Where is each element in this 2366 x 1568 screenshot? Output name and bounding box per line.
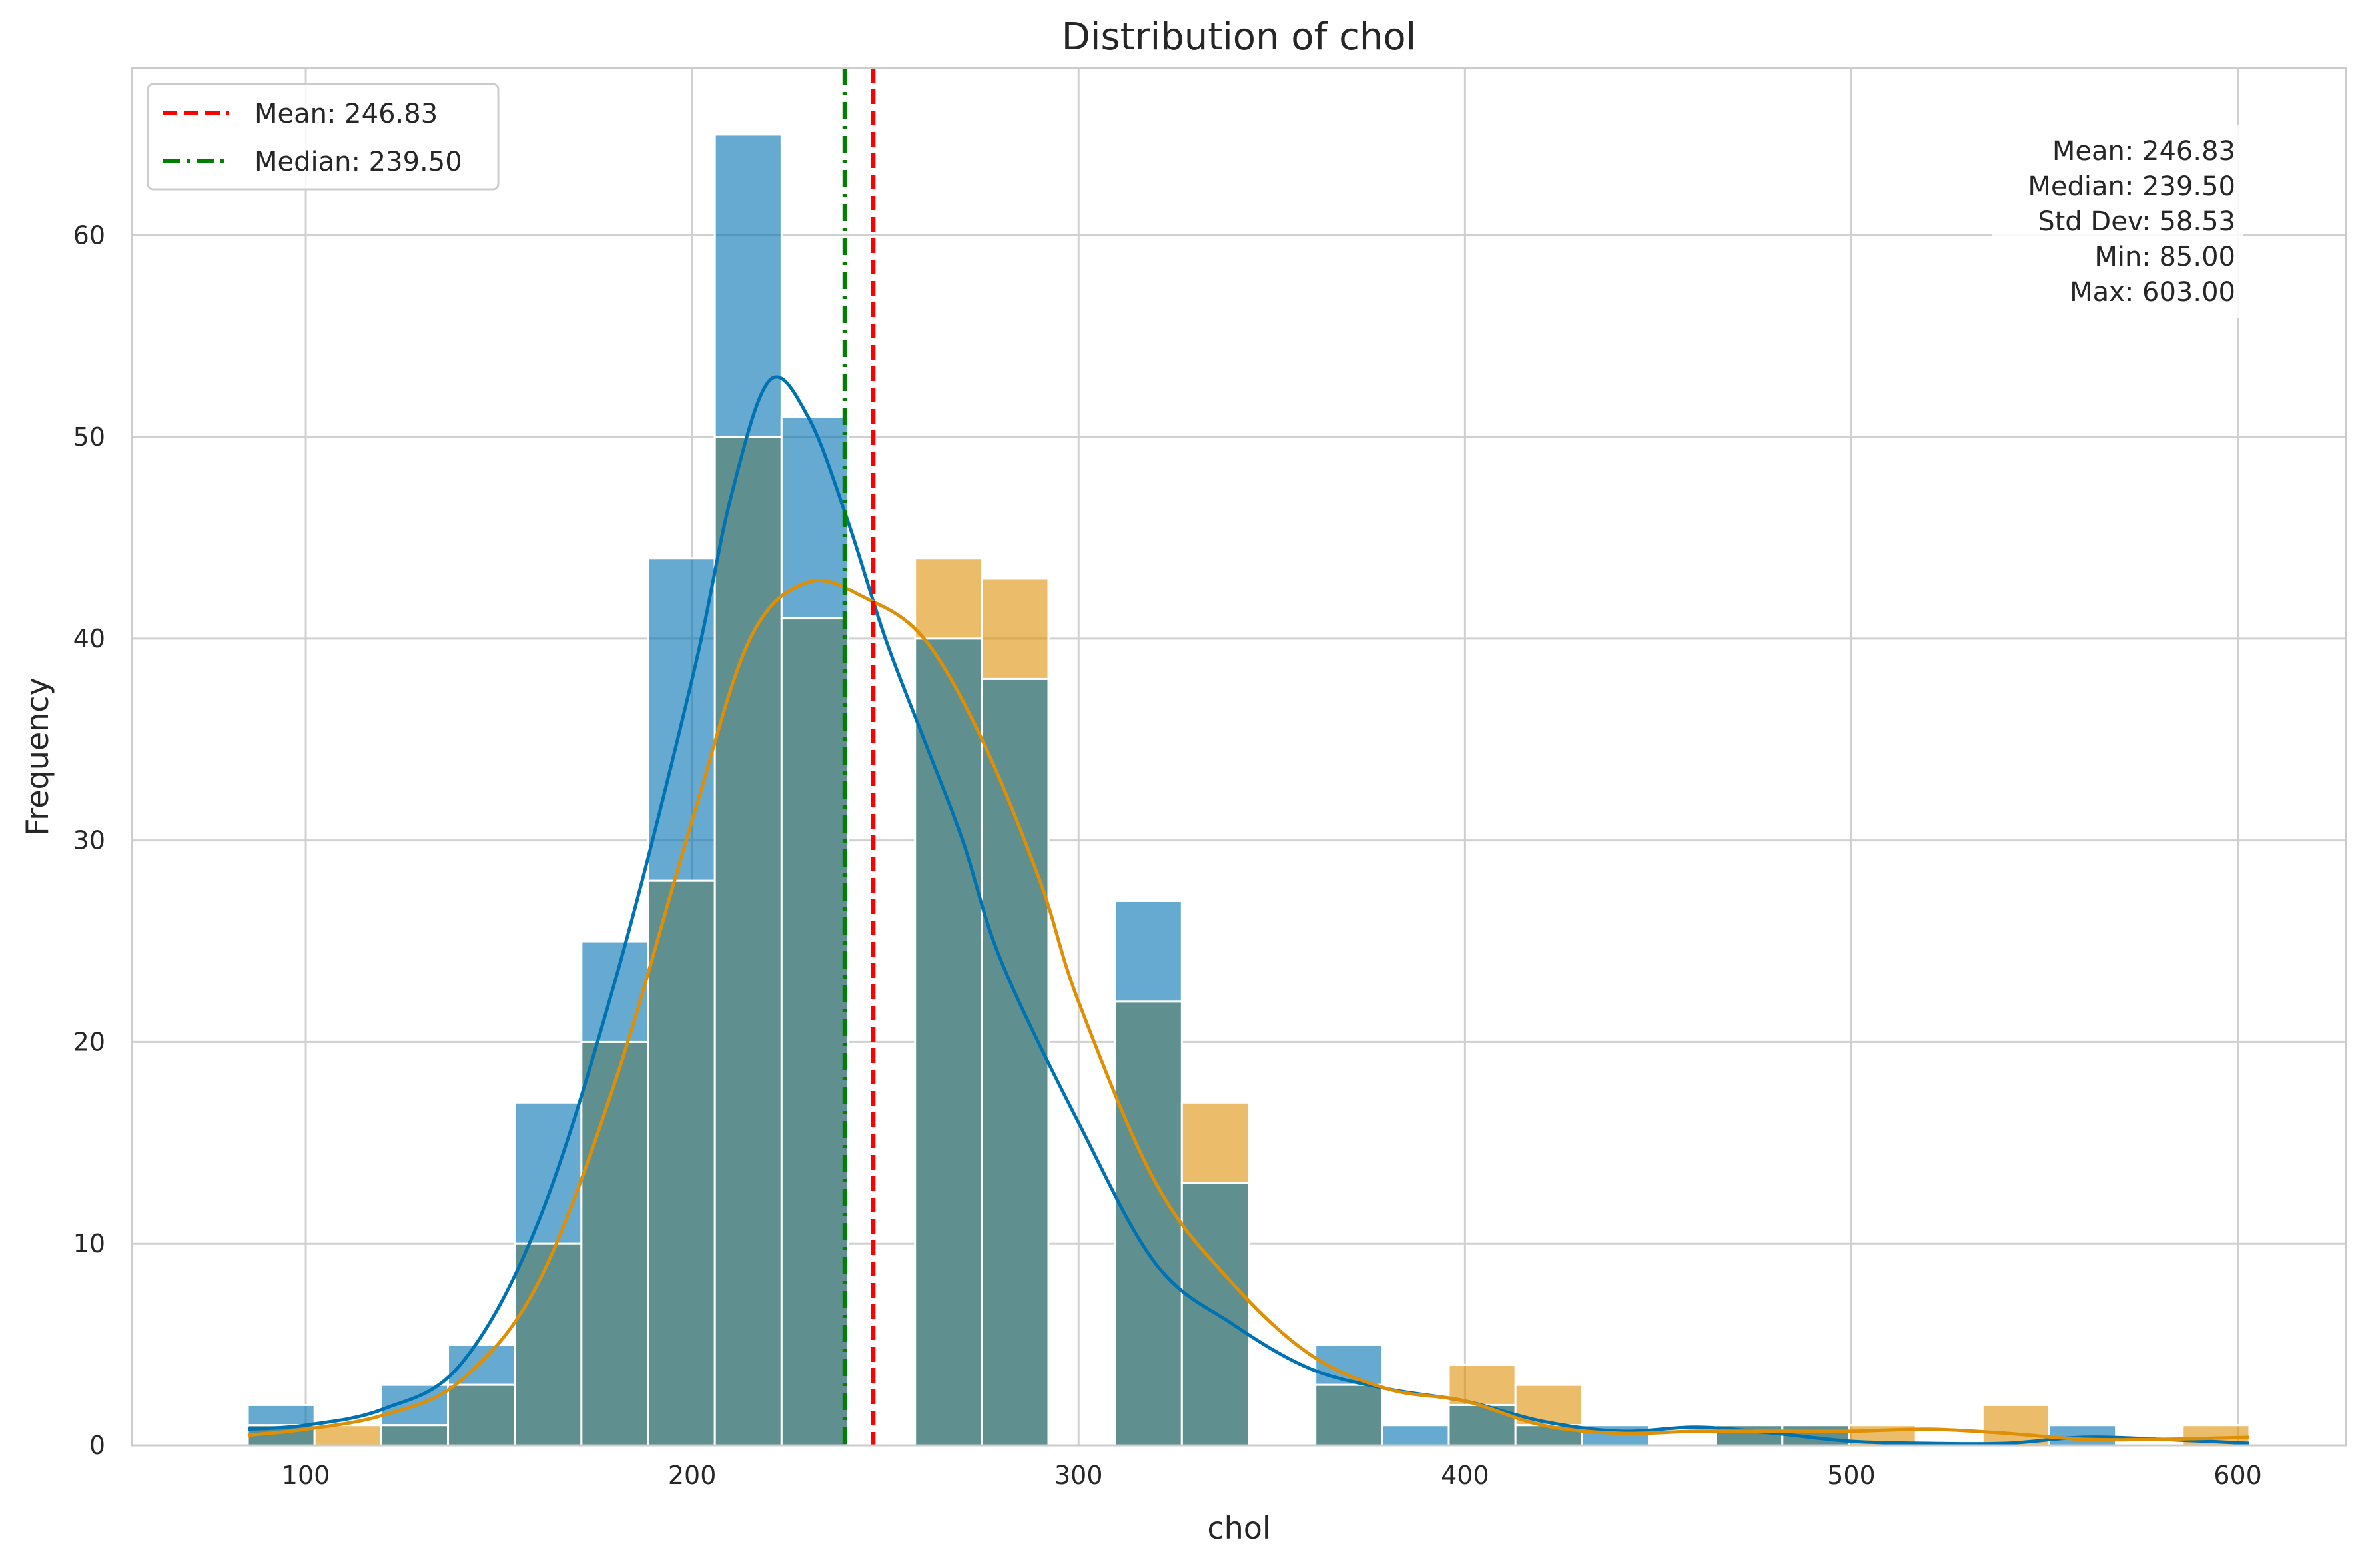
x-tick-label: 600: [2213, 1461, 2262, 1490]
x-tick-label: 100: [282, 1461, 330, 1490]
histogram-bar: [447, 1344, 516, 1386]
y-tick-label: 40: [73, 624, 105, 653]
histogram-bar: [981, 577, 1050, 680]
legend-label-median: Median: 239.50: [254, 147, 462, 177]
histogram-bar-overlap: [981, 677, 1050, 1447]
stats-std-dev: Std Dev: 58.53: [2038, 206, 2235, 237]
x-axis-title: chol: [1207, 1510, 1270, 1546]
y-tick-label: 60: [73, 220, 105, 250]
histogram-bars: [246, 133, 2251, 1447]
stats-min: Min: 85.00: [2094, 242, 2235, 272]
legend: Mean: 246.83 Median: 239.50: [147, 83, 500, 191]
histogram-bar-overlap: [514, 1242, 583, 1447]
histogram-bar: [1381, 1424, 1450, 1447]
histogram-bar: [1180, 1101, 1250, 1184]
kde-curve-1: [247, 578, 2250, 1442]
histogram-bar-overlap: [580, 1040, 649, 1447]
stats-median: Median: 239.50: [2028, 171, 2235, 202]
x-tick-label: 400: [1441, 1461, 1489, 1490]
legend-box: [147, 83, 500, 191]
histogram-bar-overlap: [1314, 1383, 1383, 1447]
stats-box-background: [1992, 125, 2243, 318]
histogram-bar: [2048, 1424, 2118, 1447]
histogram-bar-overlap: [380, 1424, 450, 1447]
y-tick-label: 10: [73, 1229, 105, 1258]
histogram-bar: [580, 940, 649, 1043]
x-axis-ticks: 100 200 300 400 500 600: [282, 1461, 2262, 1490]
stats-mean: Mean: 246.83: [2052, 136, 2235, 167]
stats-box: Mean: 246.83 Median: 239.50 Std Dev: 58.…: [1992, 125, 2243, 318]
y-tick-label: 50: [73, 422, 105, 452]
y-axis-ticks: 0 10 20 30 40 50 60: [73, 220, 105, 1460]
plot-frame: [131, 67, 2347, 1447]
histogram-bar: [1114, 899, 1183, 1003]
histogram-bar-overlap: [914, 637, 983, 1447]
stats-max: Max: 603.00: [2070, 277, 2235, 308]
histogram-bar-overlap: [780, 617, 850, 1447]
y-tick-label: 30: [73, 826, 105, 855]
reference-lines: [842, 68, 876, 1445]
histogram-bar-overlap: [447, 1383, 516, 1447]
y-axis-title: Frequency: [19, 677, 55, 836]
y-tick-label: 0: [89, 1431, 105, 1460]
x-tick-label: 500: [1827, 1461, 1876, 1490]
legend-label-mean: Mean: 246.83: [254, 99, 438, 129]
chart-title: Distribution of chol: [1062, 15, 1416, 59]
x-tick-label: 300: [1054, 1461, 1103, 1490]
histogram-bar-overlap: [713, 436, 783, 1447]
histogram-bar: [914, 557, 983, 640]
kde-curve-0: [247, 375, 2250, 1446]
histogram-bar-overlap: [647, 879, 716, 1447]
histogram-bar: [713, 133, 783, 438]
y-tick-label: 20: [73, 1027, 105, 1056]
histogram-bar: [246, 1403, 316, 1427]
kde-curves: [247, 375, 2250, 1446]
histogram-bar-overlap: [1114, 1000, 1183, 1447]
x-tick-label: 200: [668, 1461, 717, 1490]
